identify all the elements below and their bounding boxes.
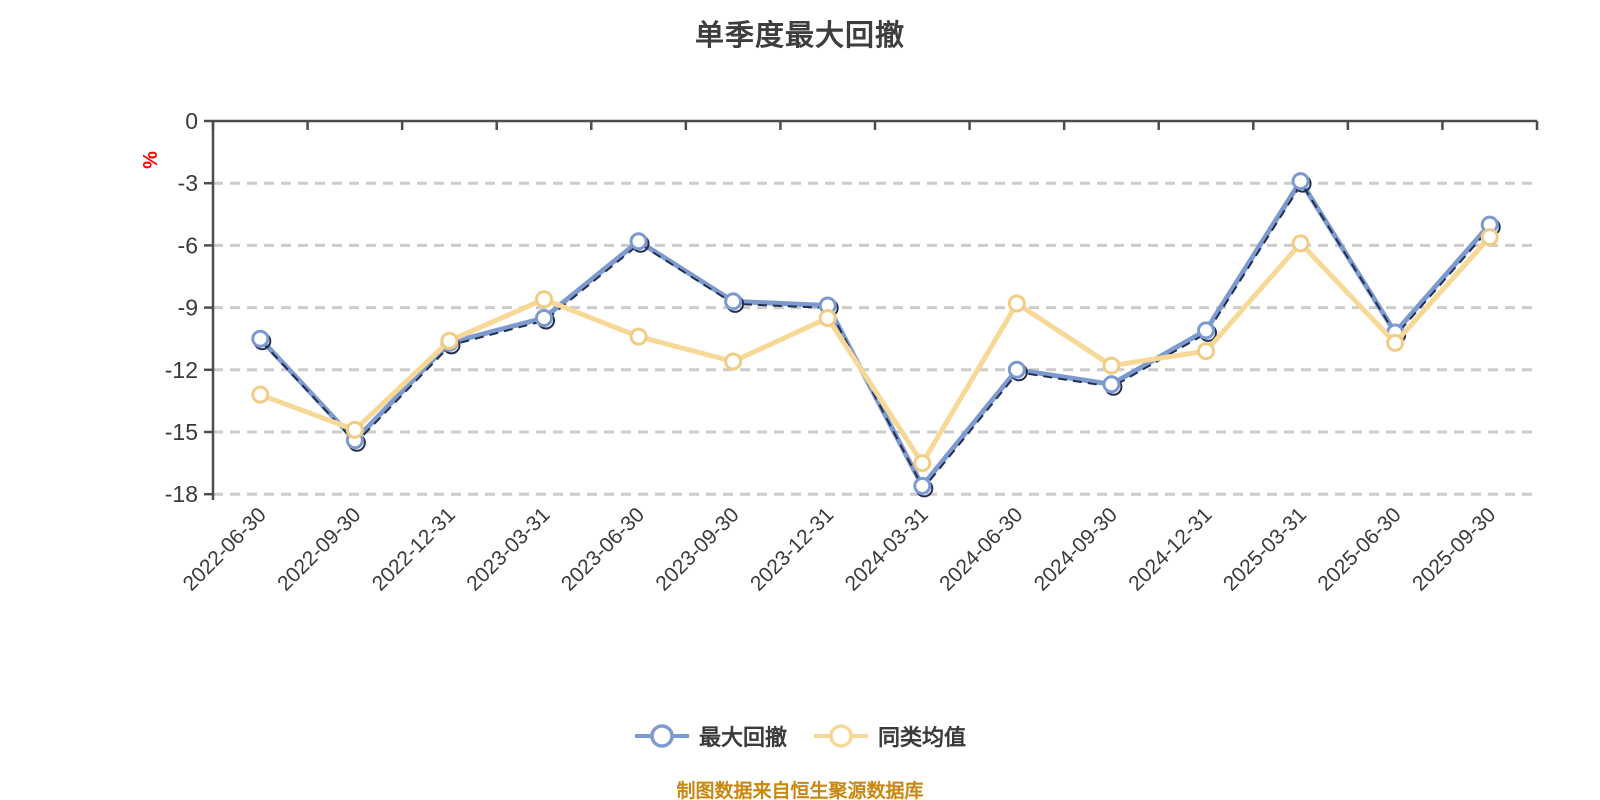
x-tick-label: 2023-06-30 xyxy=(557,503,649,595)
series-marker-max-drawdown xyxy=(1007,360,1026,379)
series-echo-line-max-drawdown xyxy=(260,181,1492,491)
series-marker-category-average xyxy=(1197,342,1215,361)
x-tick-label: 2023-03-31 xyxy=(462,503,554,595)
y-tick-label: -9 xyxy=(178,295,198,321)
series-marker-category-average xyxy=(251,385,270,404)
x-tick-label: 2023-09-30 xyxy=(651,503,743,595)
legend-marker-max-drawdown xyxy=(634,724,689,748)
series-marker-category-average xyxy=(535,290,553,309)
series-marker-max-drawdown xyxy=(251,329,270,348)
series-marker-max-drawdown xyxy=(1197,321,1215,340)
y-tick-label: -3 xyxy=(178,170,198,196)
series-marker-max-drawdown xyxy=(535,308,553,327)
data-source-caption: 制图数据来自恒生聚源数据库 xyxy=(676,781,924,800)
series-marker-category-average xyxy=(1480,228,1499,247)
chart-title: 单季度最大回撤 xyxy=(694,20,905,52)
series-marker-max-drawdown xyxy=(629,232,648,251)
y-tick-label: -6 xyxy=(178,232,198,258)
series-marker-category-average xyxy=(818,308,837,327)
x-tick-label: 2025-09-30 xyxy=(1408,503,1500,595)
series-marker-category-average xyxy=(1102,356,1121,375)
series-marker-category-average xyxy=(724,352,743,371)
series-marker-category-average xyxy=(1007,294,1026,313)
series-marker-category-average xyxy=(629,327,648,346)
y-tick-label: -15 xyxy=(165,419,198,445)
series-marker-category-average xyxy=(1386,333,1405,352)
series-marker-category-average xyxy=(440,331,459,350)
legend-label-max-drawdown: 最大回撤 xyxy=(698,725,787,750)
series-marker-max-drawdown xyxy=(724,292,743,311)
x-tick-label: 2025-06-30 xyxy=(1313,503,1405,595)
y-axis-unit-label: % xyxy=(140,151,162,169)
legend: 最大回撤 同类均值 xyxy=(0,720,1600,752)
series-marker-max-drawdown xyxy=(1291,172,1310,191)
y-tick-label: -12 xyxy=(165,357,198,383)
series-marker-max-drawdown xyxy=(913,476,932,495)
x-tick-label: 2025-03-31 xyxy=(1219,503,1311,595)
y-tick-label: 0 xyxy=(185,108,198,134)
y-tick-label: -18 xyxy=(165,481,198,507)
x-tick-label: 2022-12-31 xyxy=(368,503,460,595)
x-tick-label: 2022-09-30 xyxy=(273,503,365,595)
series-marker-max-drawdown xyxy=(1102,375,1121,394)
series-marker-category-average xyxy=(913,454,932,473)
series-marker-category-average xyxy=(345,420,364,439)
x-tick-label: 2024-06-30 xyxy=(935,503,1027,595)
x-tick-label: 2022-06-30 xyxy=(179,503,271,595)
series-marker-category-average xyxy=(1291,234,1310,253)
legend-marker-category-average xyxy=(814,724,868,748)
x-tick-label: 2024-12-31 xyxy=(1124,503,1216,595)
legend-label-category-average: 同类均值 xyxy=(878,725,967,750)
legend-item-category-average[interactable]: 同类均值 xyxy=(813,720,966,752)
x-tick-label: 2023-12-31 xyxy=(746,503,838,595)
x-tick-label: 2024-03-31 xyxy=(841,503,933,595)
x-tick-label: 2024-09-30 xyxy=(1030,503,1122,595)
series-line-category-average xyxy=(257,234,1493,466)
legend-item-max-drawdown[interactable]: 最大回撤 xyxy=(634,720,787,752)
